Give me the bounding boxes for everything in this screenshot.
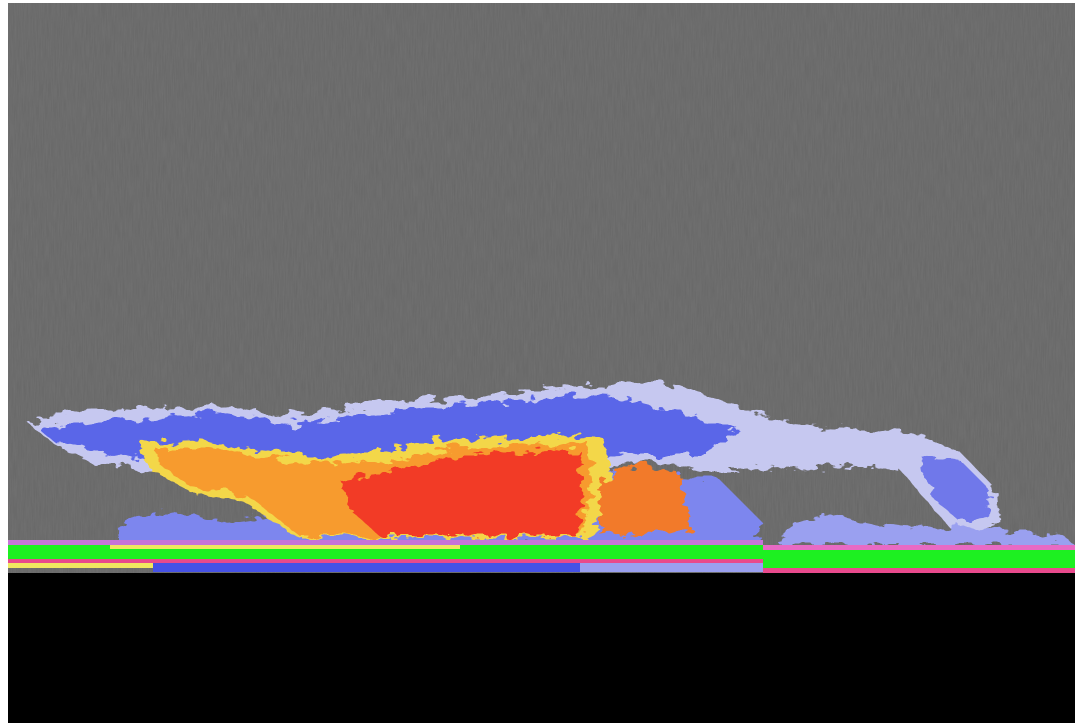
strip-yellow (110, 545, 460, 549)
strip-pink-east (763, 568, 1075, 573)
strip-yellow-low (8, 563, 153, 568)
curtain-image (0, 0, 1075, 723)
strip-lightblue-low (580, 563, 763, 572)
strip-green-east (763, 550, 1075, 568)
page (0, 0, 1075, 723)
below-ground (8, 573, 1075, 723)
strip-magenta (8, 540, 763, 545)
strip-magenta-east (763, 545, 1075, 550)
strip-pink (8, 559, 763, 563)
